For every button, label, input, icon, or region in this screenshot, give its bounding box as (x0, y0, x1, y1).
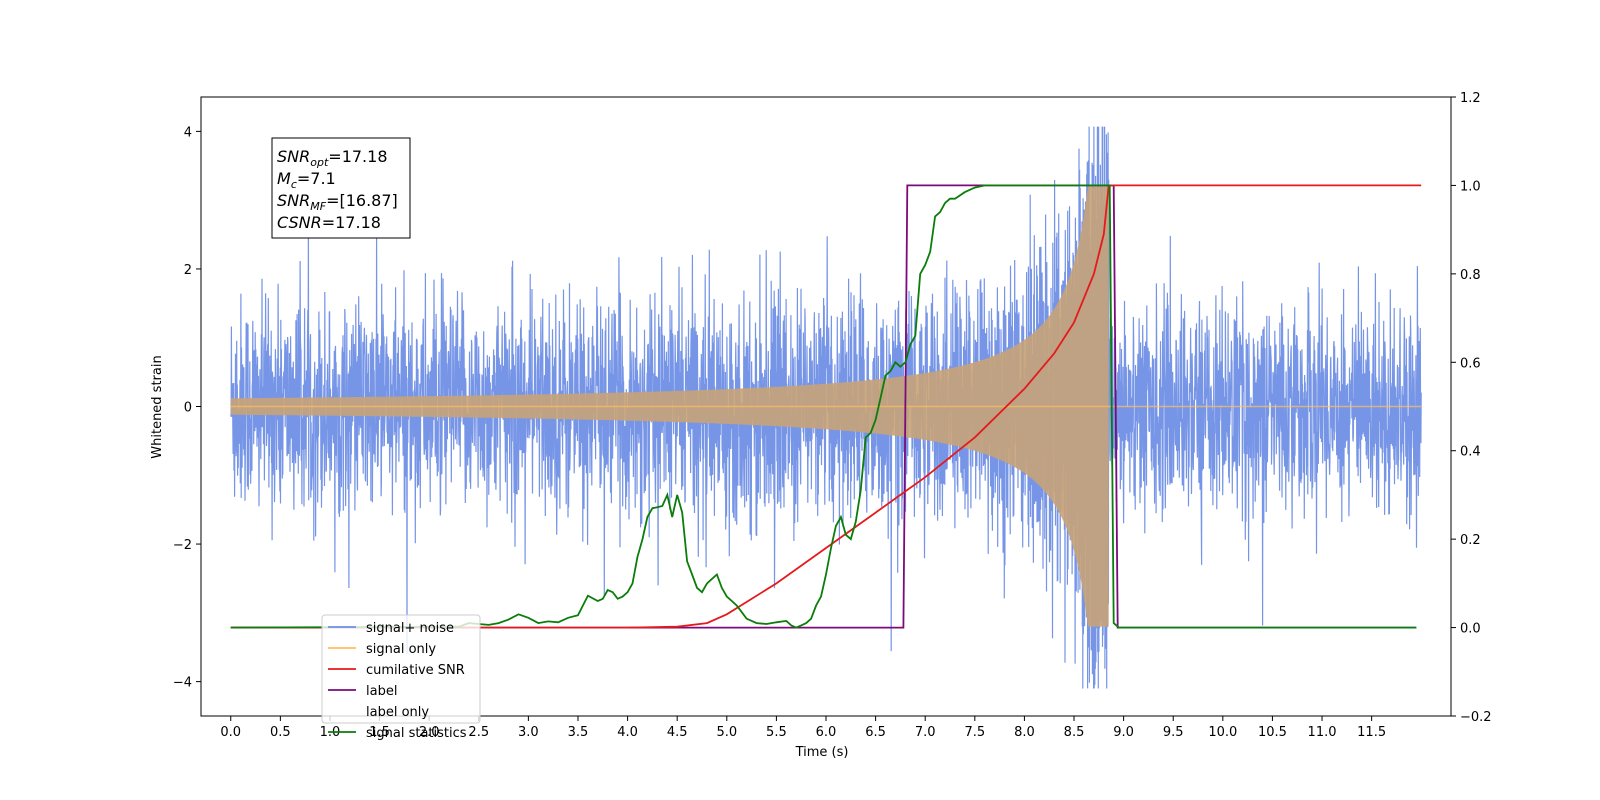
series-cumulative-snr (230, 184, 1422, 629)
x-tick-label: 11.5 (1357, 725, 1386, 740)
x-tick-label: 10.5 (1258, 725, 1287, 740)
x-tick-label: 2.0 (419, 725, 440, 740)
legend-label: label (366, 684, 397, 699)
y-right-tick-label: 0.4 (1460, 445, 1481, 460)
y-left-tick-label: 4 (184, 125, 192, 140)
y-right-tick-label: −0.2 (1460, 710, 1492, 725)
series-layer (230, 126, 1422, 689)
legend-label: cumilative SNR (366, 663, 465, 678)
annotation-frame (271, 137, 411, 239)
legend-label: signal only (366, 642, 436, 657)
x-tick-label: 11.0 (1308, 725, 1337, 740)
x-tick-label: 5.0 (716, 725, 737, 740)
annotation-line: CSNR=17.18 (277, 213, 381, 232)
x-tick-label: 0.0 (220, 725, 241, 740)
x-tick-label: 6.0 (816, 725, 837, 740)
legend: signal+ noise signal only cumilative SNR la… (321, 614, 481, 741)
x-tick-label: 4.5 (667, 725, 688, 740)
x-tick-label: 8.5 (1064, 725, 1085, 740)
x-tick-label: 6.5 (865, 725, 886, 740)
x-axis: 0.0 0.5 1.0 1.5 2.0 2.5 3.0 3.5 4.0 4.5 5.0 5.5 6.0 6… (220, 716, 1386, 740)
y-left-tick-label: 2 (184, 263, 192, 278)
x-tick-label: 0.5 (270, 725, 291, 740)
legend-label: signal+ noise (366, 621, 454, 636)
x-tick-label: 4.0 (617, 725, 638, 740)
x-tick-label: 9.5 (1163, 725, 1184, 740)
x-tick-label: 8.0 (1014, 725, 1035, 740)
y-left-tick-label: −4 (173, 676, 192, 691)
annotation-line: SNRMF=[16.87] (277, 191, 398, 213)
y-left-axis: 4 2 0 −2 −4 (173, 125, 201, 691)
y-left-tick-label: 0 (184, 401, 192, 416)
x-tick-label: 7.0 (915, 725, 936, 740)
y-right-tick-label: 0.8 (1460, 268, 1481, 283)
y-right-tick-label: 1.2 (1460, 91, 1481, 106)
series-signal-statistics (230, 184, 1417, 629)
x-tick-label: 3.0 (518, 725, 539, 740)
y-axis-label: Whitened strain (150, 355, 165, 458)
x-tick-label: 5.5 (766, 725, 787, 740)
legend-label: label only (366, 705, 429, 720)
y-right-axis: 1.2 1.0 0.8 0.6 0.4 0.2 0.0 −0.2 (1451, 91, 1492, 725)
legend-frame (321, 614, 481, 724)
x-axis-label: Time (s) (795, 745, 849, 760)
legend-label: signal statistics (366, 726, 467, 741)
x-tick-label: 3.5 (568, 725, 589, 740)
x-tick-label: 9.0 (1113, 725, 1134, 740)
annotation-line: SNRopt=17.18 (277, 147, 388, 169)
y-right-tick-label: 0.0 (1460, 622, 1481, 637)
x-tick-label: 1.5 (369, 725, 390, 740)
x-tick-label: 2.5 (468, 725, 489, 740)
x-tick-label: 10.0 (1208, 725, 1237, 740)
y-right-tick-label: 0.6 (1460, 356, 1481, 371)
y-right-tick-label: 0.2 (1460, 533, 1481, 548)
y-left-tick-label: −2 (173, 538, 192, 553)
annotation-box: SNRopt=17.18Mc=7.1SNRMF=[16.87]CSNR=17.1… (271, 137, 411, 239)
annotation-line: Mc=7.1 (277, 169, 336, 191)
x-tick-label: 7.5 (964, 725, 985, 740)
y-right-tick-label: 1.0 (1460, 179, 1481, 194)
